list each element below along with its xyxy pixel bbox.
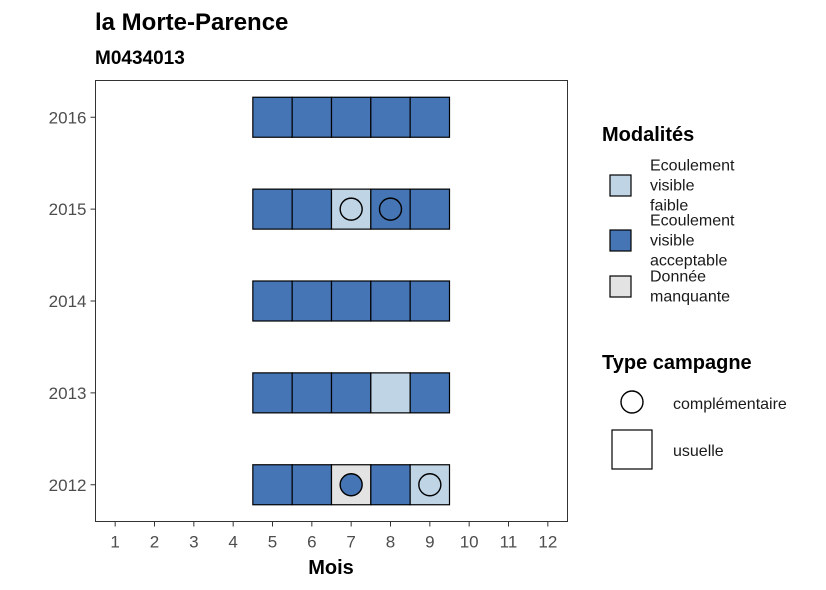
cell-2014-6 bbox=[291, 280, 333, 322]
legend-key-complementaire bbox=[620, 390, 644, 414]
legend-label-usuelle: usuelle bbox=[673, 443, 724, 460]
y-tick-label-2015: 2015 bbox=[49, 200, 87, 219]
legend-modalites: EcoulementvisiblefaibleEcoulementvisible… bbox=[609, 158, 735, 306]
cell-2012-6 bbox=[291, 464, 333, 506]
legend-key-usuelle bbox=[611, 429, 653, 470]
y-tick-label-2014: 2014 bbox=[49, 292, 87, 311]
legend-label-faible-line-3: faible bbox=[650, 198, 688, 215]
cell-2013-5 bbox=[252, 372, 293, 414]
cell-2015-6 bbox=[291, 188, 333, 230]
legend-label-manquante-line-1: Donnée bbox=[650, 269, 706, 286]
legend-type-campagne: complémentaire usuelle bbox=[611, 390, 787, 470]
chart-title: la Morte-Parence bbox=[95, 9, 288, 36]
legend-title-modalites: Modalités bbox=[602, 124, 694, 146]
x-axis-title: Mois bbox=[308, 557, 354, 579]
legend-key-faible bbox=[609, 174, 632, 197]
y-tick-label-2016: 2016 bbox=[49, 108, 87, 127]
cell-2016-6 bbox=[291, 96, 333, 138]
complementaire-point-2015-8 bbox=[378, 197, 403, 221]
cell-2016-8 bbox=[370, 96, 411, 138]
heatmap-cells bbox=[252, 96, 451, 506]
legend-label-faible-line-2: visible bbox=[650, 178, 695, 195]
legend-title-type-campagne: Type campagne bbox=[602, 352, 752, 374]
legend: Modalités EcoulementvisiblefaibleEcoulem… bbox=[602, 124, 787, 470]
cell-2012-8 bbox=[370, 464, 411, 506]
cell-2014-8 bbox=[370, 280, 411, 322]
cell-2016-9 bbox=[409, 96, 451, 138]
y-tick-label-2013: 2013 bbox=[49, 384, 87, 403]
y-axis: 2012 2013 2014 2015 2016 bbox=[49, 108, 96, 495]
legend-label-acceptable-line-2: visible bbox=[650, 233, 695, 250]
cell-2013-7 bbox=[330, 372, 372, 414]
x-tick-label-3: 3 bbox=[189, 533, 198, 552]
y-tick-label-2012: 2012 bbox=[49, 476, 87, 495]
x-tick-label-9: 9 bbox=[425, 533, 434, 552]
legend-label-manquante-line-2: manquante bbox=[650, 289, 730, 306]
x-tick-label-1: 1 bbox=[110, 533, 119, 552]
x-tick-label-4: 4 bbox=[228, 533, 237, 552]
x-axis: 1 2 3 4 5 6 7 8 9 10 11 12 bbox=[110, 521, 557, 552]
legend-label-complementaire: complémentaire bbox=[673, 396, 787, 413]
legend-key-manquante bbox=[609, 275, 632, 298]
x-tick-label-2: 2 bbox=[150, 533, 159, 552]
legend-label-faible-line-1: Ecoulement bbox=[650, 158, 735, 175]
x-tick-label-8: 8 bbox=[386, 533, 395, 552]
cell-2013-8 bbox=[370, 372, 411, 414]
legend-label-acceptable-line-1: Ecoulement bbox=[650, 213, 735, 230]
cell-2016-5 bbox=[252, 96, 293, 138]
x-tick-label-7: 7 bbox=[346, 533, 355, 552]
cell-2013-6 bbox=[291, 372, 333, 414]
cell-2014-5 bbox=[252, 280, 293, 322]
x-tick-label-5: 5 bbox=[268, 533, 277, 552]
chart-subtitle: M0434013 bbox=[95, 48, 185, 69]
cell-2014-7 bbox=[330, 280, 372, 322]
cell-2013-9 bbox=[409, 372, 451, 414]
cell-2012-5 bbox=[252, 464, 293, 506]
x-tick-label-12: 12 bbox=[538, 533, 557, 552]
complementaire-point-2012-9 bbox=[418, 473, 442, 497]
cell-2014-9 bbox=[409, 280, 451, 322]
x-tick-label-10: 10 bbox=[460, 533, 479, 552]
complementaire-point-2012-7 bbox=[339, 473, 363, 497]
complementaire-point-2015-7 bbox=[339, 197, 363, 221]
x-tick-label-11: 11 bbox=[500, 533, 518, 552]
legend-label-acceptable-line-3: acceptable bbox=[650, 253, 727, 270]
x-tick-label-6: 6 bbox=[307, 533, 316, 552]
cell-2015-5 bbox=[252, 188, 293, 230]
cell-2015-9 bbox=[409, 188, 451, 230]
legend-key-acceptable bbox=[609, 229, 632, 252]
cell-2016-7 bbox=[330, 96, 372, 138]
